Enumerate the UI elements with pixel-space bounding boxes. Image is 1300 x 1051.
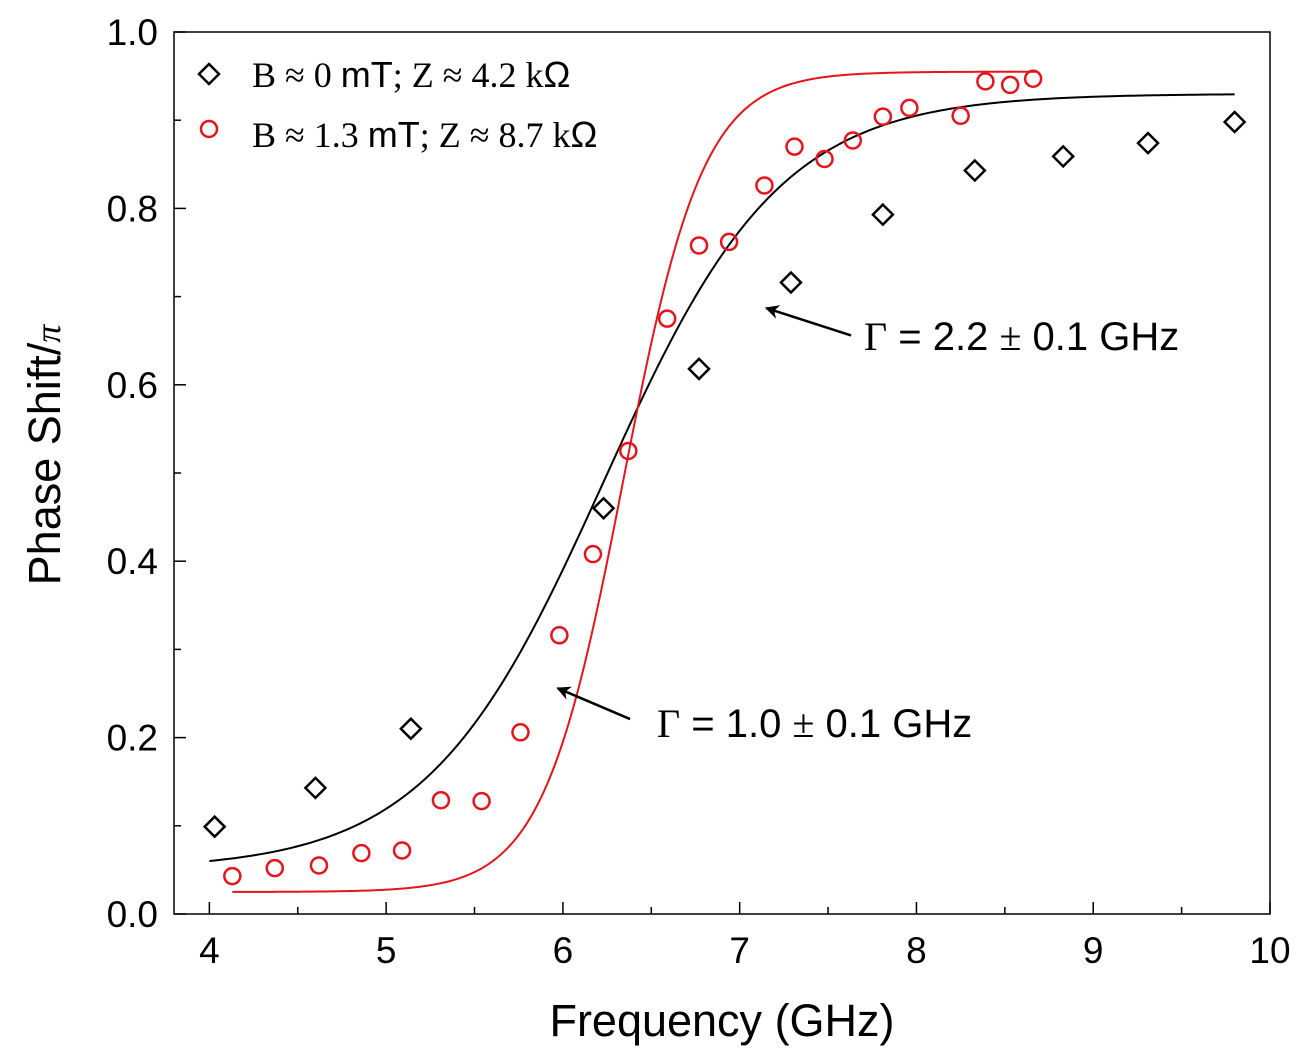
y-tick-label: 0.8 [107, 188, 158, 229]
y-tick-label: 0.6 [107, 365, 158, 406]
fit-curve-red [232, 70, 1037, 893]
legend-marker-diamond [197, 62, 221, 86]
data-point-circle [392, 841, 412, 860]
annotation-gamma-black: Γ = 2.2 ± 0.1 GHz [864, 314, 1179, 359]
legend: B ≈ 0 mT; Z ≈ 4.2 kΩ B ≈ 1.3 mT; Z ≈ 8.7… [197, 54, 597, 155]
fit-curves [209, 70, 1235, 893]
x-tick-label: 9 [1083, 930, 1104, 971]
data-point-circle [352, 843, 371, 863]
data-point-circle [431, 790, 451, 810]
data-point-circle [815, 149, 834, 169]
data-point-diamond [871, 202, 895, 227]
data-point-diamond [591, 496, 616, 521]
data-point-circle [550, 626, 569, 645]
data-point-diamond [1222, 110, 1247, 134]
data-point-circle [511, 723, 530, 742]
data-point-circle [951, 106, 970, 126]
legend-label-red: B ≈ 1.3 mT; Z ≈ 8.7 kΩ [252, 114, 597, 155]
data-point-diamond [1051, 144, 1075, 169]
data-points [202, 69, 1247, 886]
x-tick-label: 4 [199, 930, 220, 971]
x-tick-label: 5 [376, 930, 397, 971]
svg-text:Phase Shift/π: Phase Shift/π [19, 324, 70, 586]
x-axis-title: Frequency (GHz) [549, 995, 894, 1046]
data-point-circle [472, 791, 491, 811]
data-point-circle [583, 544, 603, 564]
data-point-circle [719, 232, 739, 252]
y-tick-label: 0.2 [107, 718, 158, 759]
data-point-diamond [687, 357, 711, 381]
y-axis-pi-symbol: π [28, 324, 68, 343]
data-point-circle [619, 441, 638, 461]
annotation-arrow-black [764, 305, 852, 337]
annotation-arrow-red [556, 686, 631, 721]
data-point-circle [843, 131, 863, 150]
data-point-circle [223, 866, 242, 886]
data-point-diamond [963, 158, 987, 183]
legend-label-black: B ≈ 0 mT; Z ≈ 4.2 kΩ [252, 54, 570, 95]
data-point-diamond [779, 270, 803, 295]
data-point-circle [657, 309, 677, 328]
legend-marker-circle [199, 119, 219, 139]
data-point-circle [309, 856, 329, 875]
data-point-diamond [303, 776, 328, 800]
data-point-circle [689, 236, 709, 255]
x-tick-label: 7 [729, 930, 750, 971]
x-tick-label: 10 [1249, 930, 1290, 971]
y-tick-label: 0.4 [107, 541, 158, 582]
data-point-circle [785, 137, 804, 156]
y-axis-label: Phase Shift/ [19, 342, 70, 585]
annotations: Γ = 2.2 ± 0.1 GHz Γ = 1.0 ± 0.1 GHz [556, 305, 1179, 746]
y-tick-label: 0.0 [107, 894, 158, 935]
data-point-circle [900, 98, 919, 118]
data-point-diamond [399, 717, 423, 741]
data-point-diamond [202, 814, 227, 839]
annotation-gamma-red: Γ = 1.0 ± 0.1 GHz [657, 701, 972, 746]
data-point-diamond [1136, 131, 1160, 155]
fit-curve-black [209, 93, 1235, 863]
x-axis-label: Frequency (GHz) [549, 995, 894, 1046]
x-tick-label: 8 [906, 930, 927, 971]
data-point-circle [265, 858, 285, 878]
y-tick-label: 1.0 [107, 12, 158, 53]
data-point-circle [1000, 75, 1020, 95]
x-tick-label: 6 [553, 930, 574, 971]
plot-frame [173, 31, 1271, 915]
data-point-circle [755, 176, 774, 195]
data-point-circle [1023, 69, 1043, 88]
data-point-circle [976, 72, 995, 91]
axis-ticks: 4 5 6 7 8 9 10 0.0 0.2 0.4 0.6 0.8 1.0 [107, 12, 1291, 971]
data-point-circle [873, 107, 893, 126]
y-axis-title: Phase Shift/π [19, 324, 70, 586]
